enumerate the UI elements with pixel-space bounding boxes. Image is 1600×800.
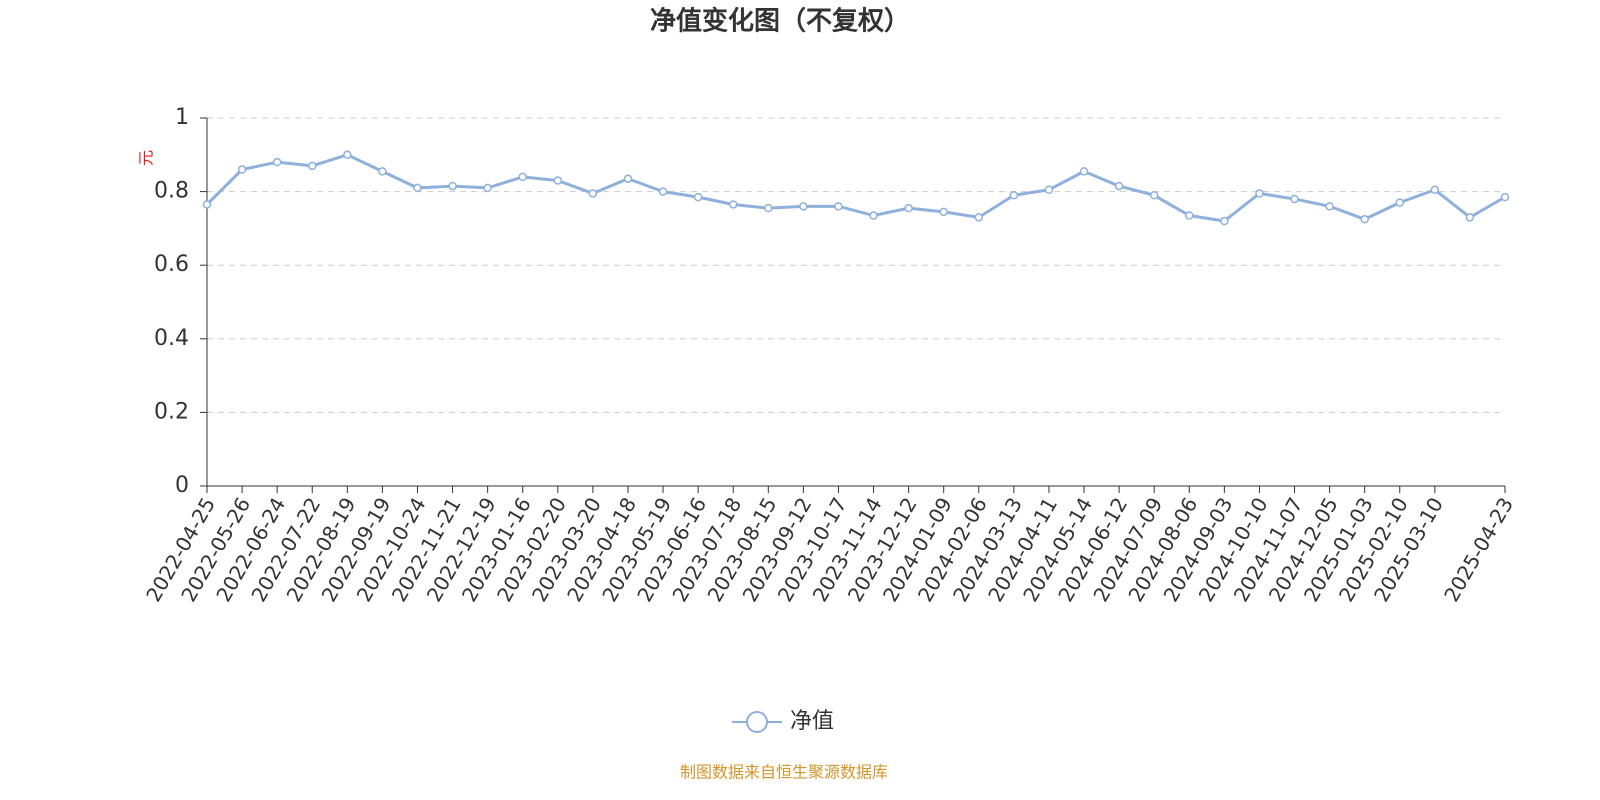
point [869, 211, 878, 220]
legend-label: 净值 [790, 709, 834, 734]
point [1149, 191, 1159, 200]
y-tick-label: 0.2 [154, 399, 189, 424]
point [834, 202, 843, 211]
y-tick-label: 0 [175, 473, 189, 498]
point [1500, 192, 1510, 202]
point [623, 174, 633, 183]
point [272, 157, 282, 167]
point [553, 176, 563, 185]
point [1079, 167, 1089, 176]
point [658, 187, 668, 196]
point [413, 183, 422, 193]
point [1360, 214, 1369, 224]
y-tick-label: 0.6 [154, 252, 189, 277]
point [343, 150, 352, 160]
point [1009, 191, 1019, 200]
point [1185, 211, 1194, 220]
point [1044, 185, 1054, 195]
point [1114, 181, 1124, 191]
y-axis-label: 元 [137, 150, 156, 166]
point [378, 167, 387, 176]
point [1430, 185, 1440, 195]
point [1395, 198, 1405, 207]
point [1325, 202, 1334, 211]
point [974, 213, 984, 222]
y-tick-label: 0.8 [154, 179, 189, 204]
point [1255, 189, 1264, 198]
point [237, 165, 247, 174]
y-tick-label: 1 [175, 105, 189, 130]
point [1290, 194, 1299, 204]
point [939, 207, 948, 217]
source-note: 制图数据来自恒生聚源数据库 [680, 763, 888, 782]
point [728, 200, 738, 209]
series-line [205, 153, 1506, 223]
point [202, 200, 212, 209]
point [799, 202, 808, 211]
point [1465, 213, 1475, 222]
point [448, 181, 457, 191]
point [693, 192, 703, 202]
point [764, 203, 773, 213]
point [588, 189, 598, 198]
point [307, 161, 317, 171]
point [1220, 216, 1229, 226]
point [904, 203, 913, 213]
chart-title: 净值变化图（不复权） [650, 6, 910, 37]
point [518, 172, 527, 182]
point [483, 183, 492, 193]
y-tick-label: 0.4 [154, 326, 189, 351]
x-tick-label: 2025-04-23 [1439, 493, 1518, 606]
legend-marker [746, 711, 768, 733]
